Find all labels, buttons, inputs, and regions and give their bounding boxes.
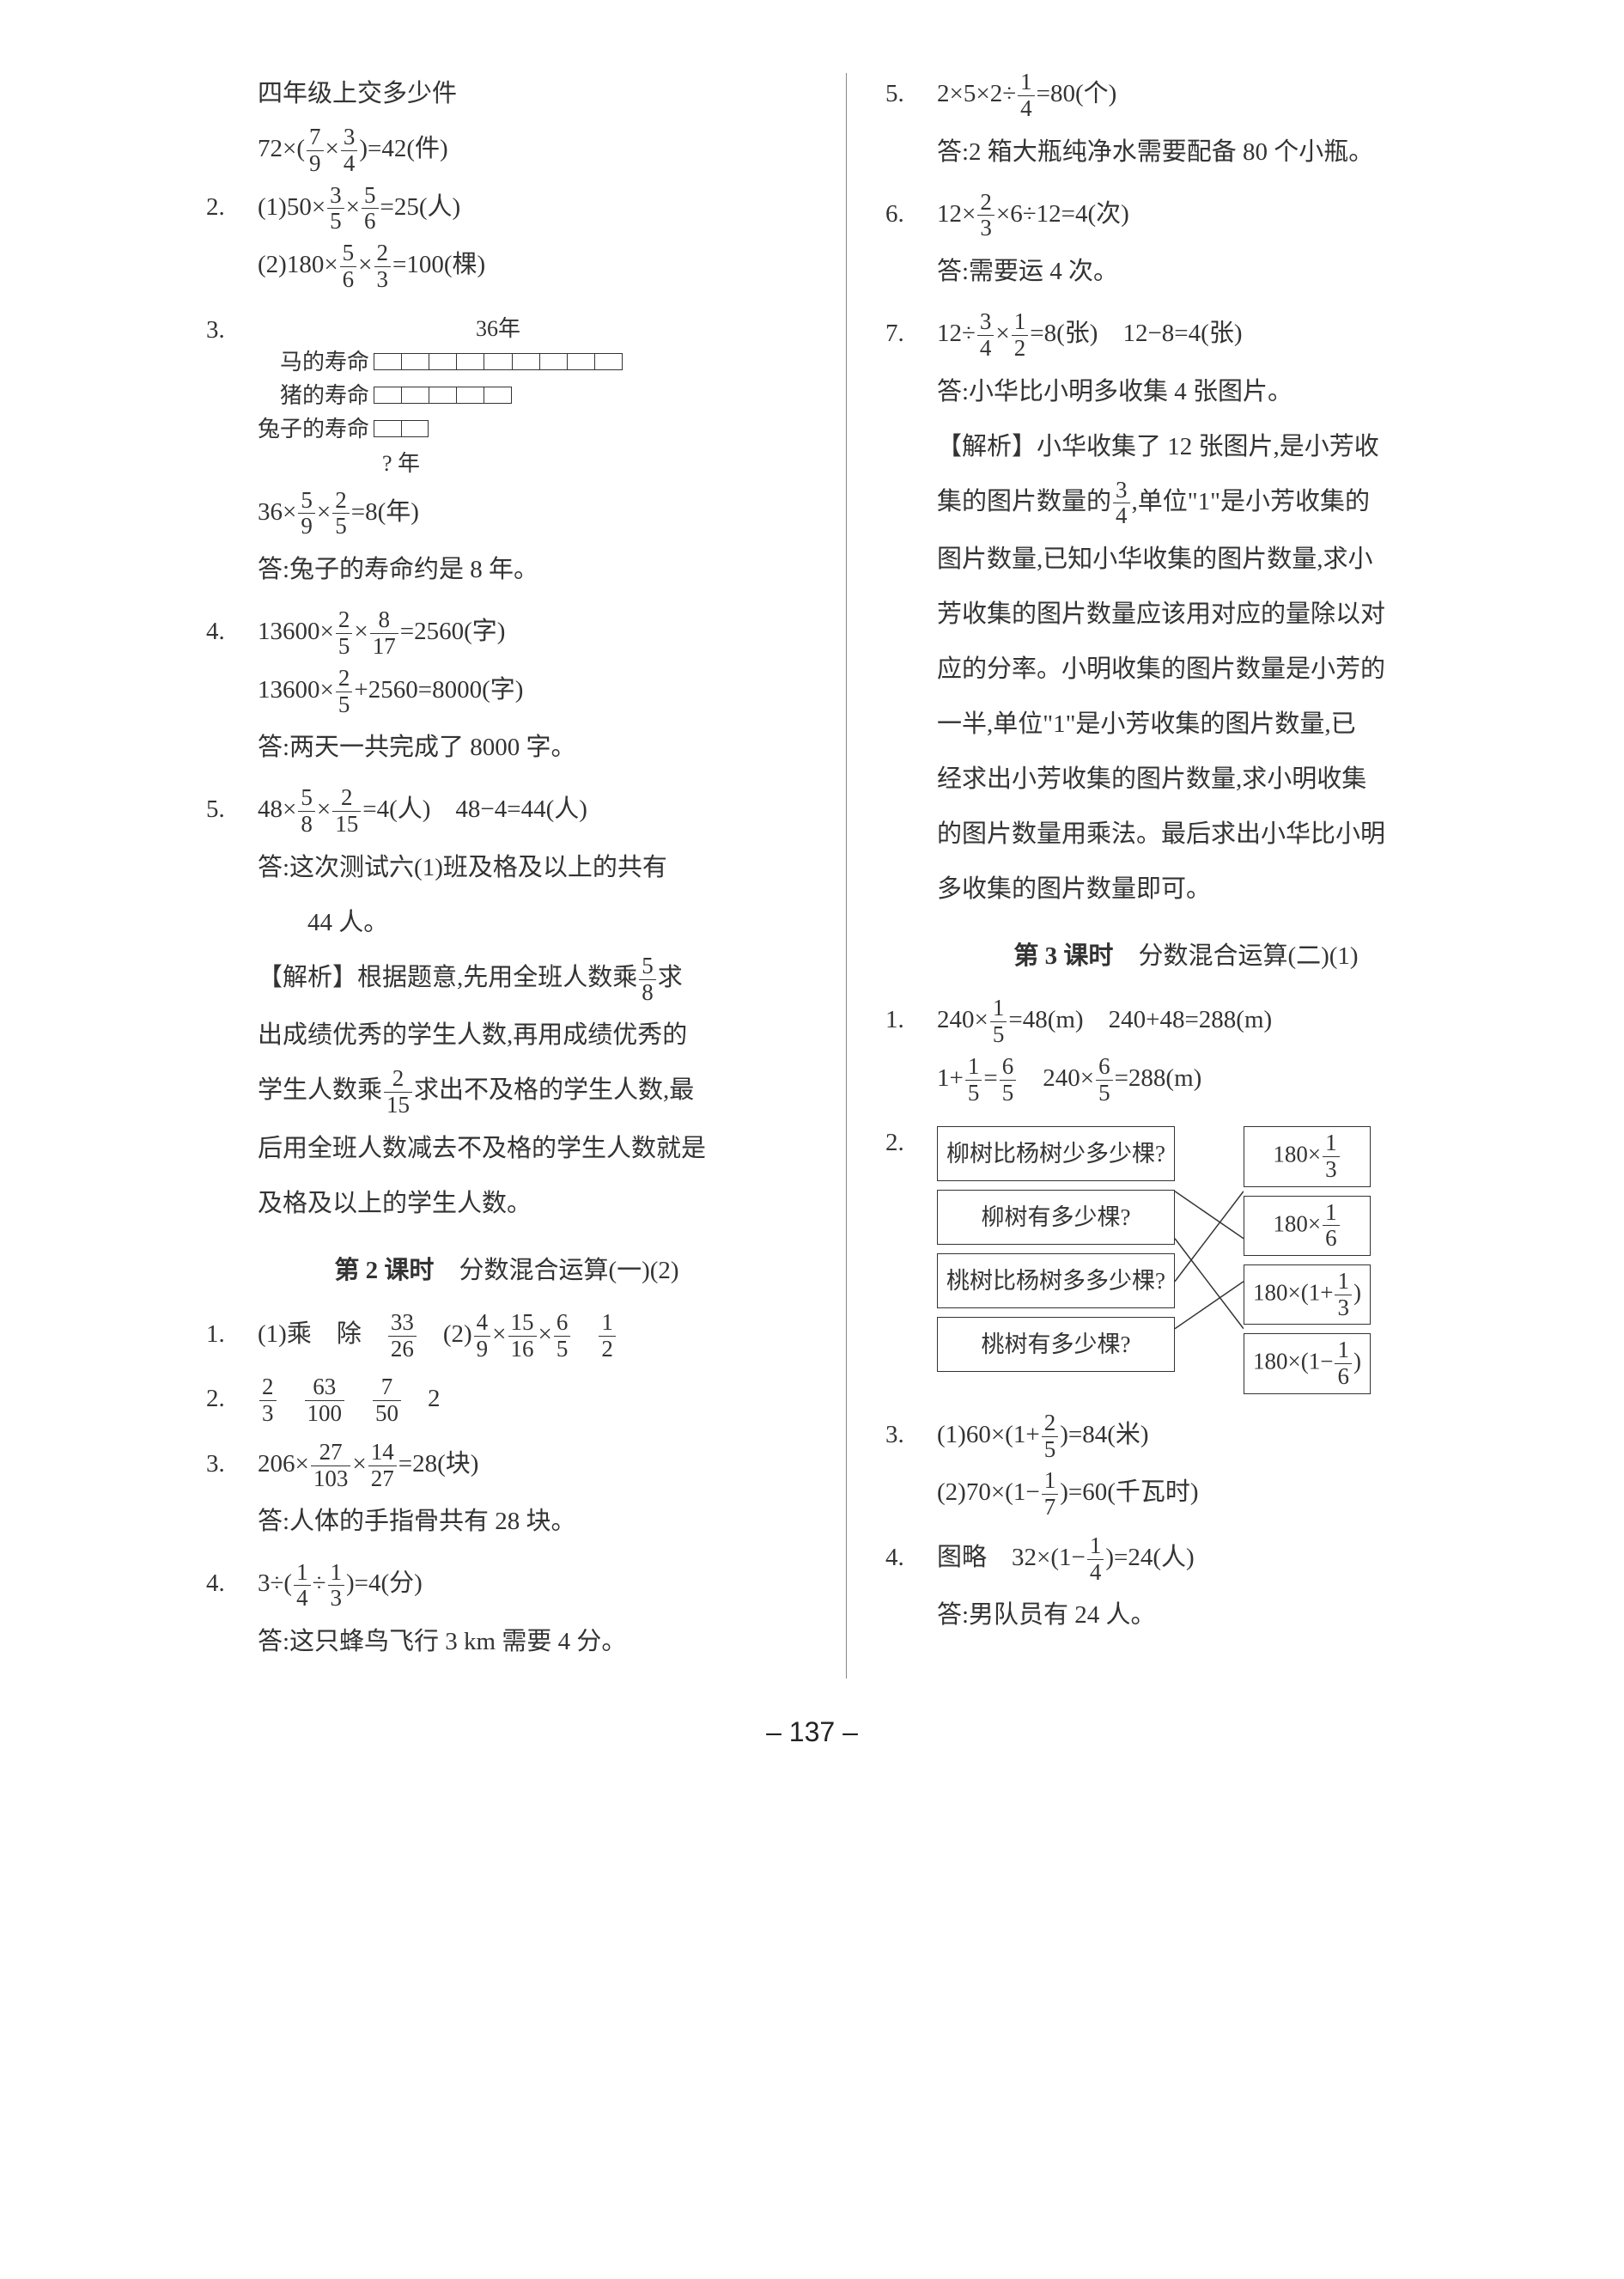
item-number: 1. <box>885 995 937 1111</box>
match-box: 180×16 <box>1244 1196 1371 1256</box>
answer: 44 人。 <box>258 898 807 948</box>
equation: 2×5×2÷14=80(个) <box>937 69 1487 122</box>
item-number: 5. <box>885 69 937 182</box>
explanation: 芳收集的图片数量应该用对应的量除以对 <box>937 589 1487 639</box>
equation: 13600×25+2560=8000(字) <box>258 665 807 718</box>
explanation: 后用全班人数减去不及格的学生人数就是 <box>258 1124 807 1173</box>
match-box: 180×13 <box>1244 1126 1371 1186</box>
item-number: 2. <box>206 182 258 298</box>
equation: 1+15=65 240×65=288(m) <box>937 1053 1487 1106</box>
answer: 答:这只蜂鸟飞行 3 km 需要 4 分。 <box>258 1617 807 1667</box>
equation: 13600×25×817=2560(字) <box>258 606 807 660</box>
item-number: 4. <box>206 606 258 777</box>
column-divider <box>846 73 847 1679</box>
answer: 答:兔子的寿命约是 8 年。 <box>258 545 807 594</box>
explanation: 及格及以上的学生人数。 <box>258 1179 807 1228</box>
explanation: 应的分率。小明收集的图片数量是小芳的 <box>937 644 1487 694</box>
match-box: 180×(1−16) <box>1244 1333 1371 1393</box>
answer: 答:2 箱大瓶纯净水需要配备 80 个小瓶。 <box>937 127 1487 177</box>
explanation: 【解析】小华收集了 12 张图片,是小芳收 <box>937 422 1487 472</box>
equation: 12÷34×12=8(张) 12−8=4(张) <box>937 308 1487 362</box>
equation: 48×58×215=4(人) 48−4=44(人) <box>258 784 807 838</box>
section-title: 第 2 课时 分数混合运算(一)(2) <box>206 1246 807 1295</box>
item-number: 3. <box>206 1439 258 1552</box>
equation: 23 63100 750 2 <box>258 1374 807 1427</box>
text: 四年级上交多少件 <box>206 69 807 119</box>
equation: 240×15=48(m) 240+48=288(m) <box>937 995 1487 1048</box>
section-title: 第 3 课时 分数混合运算(二)(1) <box>885 931 1487 981</box>
item-number: 3. <box>206 305 258 600</box>
equation: (1)50×35×56=25(人) <box>258 182 807 235</box>
equation: 36×59×25=8(年) <box>258 487 807 540</box>
answer: 答:小华比小明多收集 4 张图片。 <box>937 367 1487 417</box>
item-number: 1. <box>206 1309 258 1368</box>
explanation: 【解析】根据题意,先用全班人数乘58求 <box>258 953 807 1006</box>
item-number: 4. <box>885 1533 937 1646</box>
bar-diagram: 36年 马的寿命 猪的寿命 兔子的寿命 ? 年 <box>258 312 807 480</box>
item-number: 4. <box>206 1558 258 1672</box>
right-column: 5. 2×5×2÷14=80(个) 答:2 箱大瓶纯净水需要配备 80 个小瓶。… <box>885 69 1487 1679</box>
item-number: 6. <box>885 189 937 302</box>
answer: 答:需要运 4 次。 <box>937 247 1487 296</box>
equation: (2)180×56×23=100(棵) <box>258 240 807 293</box>
explanation: 一半,单位"1"是小芳收集的图片数量,已 <box>937 699 1487 749</box>
match-box: 180×(1+13) <box>1244 1264 1371 1325</box>
left-column: 四年级上交多少件 72×(79×34)=42(件) 2. (1)50×35×56… <box>137 69 807 1679</box>
equation: 3÷(14÷13)=4(分) <box>258 1558 807 1612</box>
page-number: – 137 – <box>137 1704 1487 1759</box>
match-lines <box>1175 1126 1244 1394</box>
explanation: 图片数量,已知小华收集的图片数量,求小 <box>937 534 1487 584</box>
match-box: 桃树比杨树多多少棵? <box>937 1253 1175 1308</box>
equation: 12×23×6÷12=4(次) <box>937 189 1487 242</box>
explanation: 学生人数乘215求出不及格的学生人数,最 <box>258 1065 807 1118</box>
equation: (1)60×(1+25)=84(米) <box>937 1410 1487 1463</box>
match-box: 柳树有多少棵? <box>937 1190 1175 1245</box>
equation: 206×27103×1427=28(块) <box>258 1439 807 1492</box>
equation: (2)70×(1−17)=60(千瓦时) <box>937 1467 1487 1520</box>
equation: (1)乘 除 3326 (2)49×1516×65 12 <box>258 1309 807 1362</box>
item-number: 3. <box>885 1410 937 1526</box>
explanation: 经求出小芳收集的图片数量,求小明收集 <box>937 754 1487 804</box>
answer: 答:人体的手指骨共有 28 块。 <box>258 1496 807 1546</box>
explanation: 多收集的图片数量即可。 <box>937 864 1487 914</box>
equation: 72×(79×34)=42(件) <box>206 124 807 177</box>
item-number: 2. <box>885 1118 937 1403</box>
answer: 答:这次测试六(1)班及格及以上的共有 <box>258 843 807 893</box>
match-box: 桃树有多少棵? <box>937 1317 1175 1372</box>
item-number: 2. <box>206 1374 258 1432</box>
answer: 答:男队员有 24 人。 <box>937 1590 1487 1640</box>
explanation: 出成绩优秀的学生人数,再用成绩优秀的 <box>258 1010 807 1060</box>
item-number: 5. <box>206 784 258 1234</box>
equation: 图略 32×(1−14)=24(人) <box>937 1533 1487 1586</box>
matching-diagram: 柳树比杨树少多少棵? 柳树有多少棵? 桃树比杨树多多少棵? 桃树有多少棵? 18… <box>937 1126 1487 1394</box>
item-number: 7. <box>885 308 937 919</box>
explanation: 的图片数量用乘法。最后求出小华比小明 <box>937 809 1487 859</box>
answer: 答:两天一共完成了 8000 字。 <box>258 722 807 772</box>
match-box: 柳树比杨树少多少棵? <box>937 1126 1175 1181</box>
explanation: 集的图片数量的34,单位"1"是小芳收集的 <box>937 477 1487 530</box>
